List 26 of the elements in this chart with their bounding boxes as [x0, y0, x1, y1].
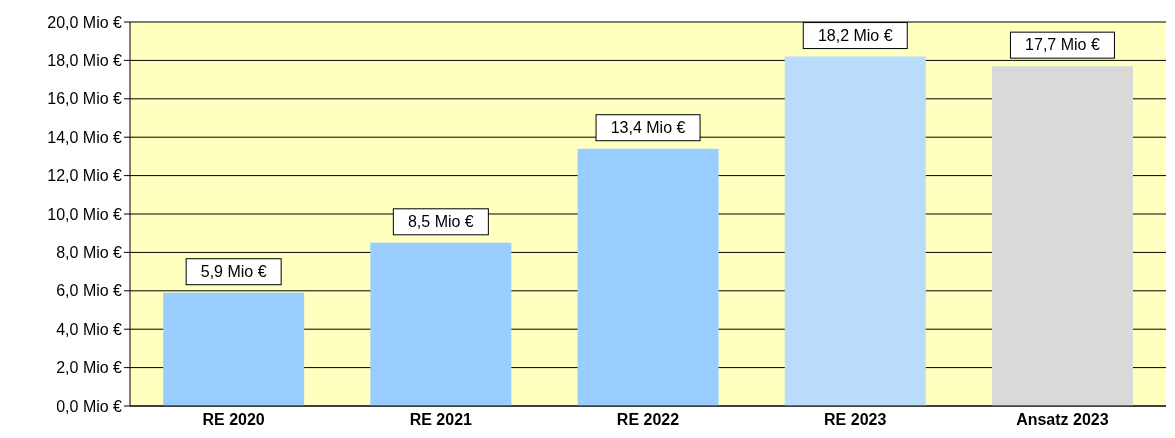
y-tick-label: 14,0 Mio € [47, 128, 123, 146]
y-tick-label: 6,0 Mio € [56, 282, 123, 300]
data-label: 13,4 Mio € [610, 118, 686, 136]
bar [370, 242, 512, 406]
data-label: 8,5 Mio € [407, 212, 474, 230]
data-label: 18,2 Mio € [817, 26, 893, 44]
x-tick-label: RE 2021 [409, 411, 473, 429]
data-label: 17,7 Mio € [1025, 36, 1100, 54]
bar [163, 292, 305, 406]
y-tick-label: 4,0 Mio € [56, 320, 123, 338]
y-tick-label: 12,0 Mio € [47, 167, 123, 185]
bar [577, 148, 719, 406]
bar [784, 56, 926, 406]
x-tick-label: RE 2023 [824, 411, 887, 429]
data-label: 5,9 Mio € [200, 262, 267, 280]
y-tick-label: 16,0 Mio € [47, 90, 123, 108]
x-tick-label: Ansatz 2023 [1016, 411, 1109, 429]
bar [991, 66, 1133, 406]
y-tick-label: 20,0 Mio € [47, 13, 123, 31]
x-tick-label: RE 2020 [202, 411, 265, 429]
y-tick-label: 10,0 Mio € [47, 205, 123, 223]
y-tick-label: 8,0 Mio € [56, 244, 123, 262]
y-tick-label: 0,0 Mio € [56, 397, 123, 415]
y-tick-label: 2,0 Mio € [56, 359, 123, 377]
y-tick-label: 18,0 Mio € [47, 52, 123, 70]
x-tick-label: RE 2022 [616, 411, 680, 429]
